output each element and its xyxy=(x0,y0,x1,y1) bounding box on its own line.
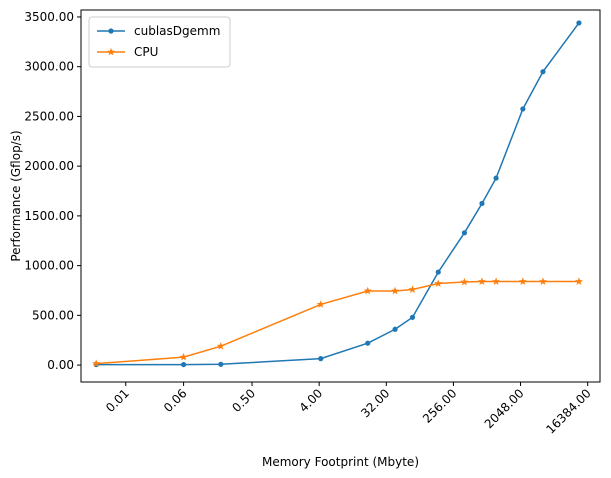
y-tick-label: 2000.00 xyxy=(24,159,74,173)
data-point xyxy=(574,277,583,285)
y-tick-label: 3500.00 xyxy=(24,10,74,24)
series-layer xyxy=(92,20,583,368)
x-tick-label: 2048.00 xyxy=(482,386,527,431)
legend-marker xyxy=(107,47,115,56)
series-cublasdgemm xyxy=(93,20,582,368)
data-point xyxy=(493,175,499,181)
y-tick-label: 0.00 xyxy=(47,358,74,372)
legend: cublasDgemm CPU xyxy=(88,16,231,68)
legend-box xyxy=(88,16,231,68)
data-point xyxy=(179,352,188,361)
data-point xyxy=(408,285,417,293)
data-point xyxy=(540,69,546,75)
data-point xyxy=(492,277,501,285)
data-point xyxy=(392,326,398,332)
data-point xyxy=(477,277,486,285)
legend-label: CPU xyxy=(134,45,158,59)
y-tick-label: 1000.00 xyxy=(24,259,74,273)
data-point xyxy=(576,20,582,26)
data-point xyxy=(218,361,224,367)
x-axis-label: Memory Footprint (Mbyte) xyxy=(262,455,419,469)
data-point xyxy=(365,340,371,346)
y-axis-ticks: 0.00 500.00 1000.00 1500.00 2000.00 2500.00 30… xyxy=(24,10,81,372)
data-point xyxy=(318,356,324,362)
x-tick-label: 256.00 xyxy=(420,386,460,426)
x-axis-ticks: 0.01 0.06 0.50 4.00 32.00 256.00 2048.00 16384.… xyxy=(103,382,594,437)
series-line xyxy=(96,280,579,365)
data-point xyxy=(435,269,441,275)
y-tick-label: 2500.00 xyxy=(24,109,74,123)
x-tick-label: 4.00 xyxy=(296,386,325,415)
data-point xyxy=(434,279,443,287)
legend-item-cublasdgemm: cublasDgemm xyxy=(97,24,220,38)
y-tick-label: 1500.00 xyxy=(24,209,74,223)
legend-label: cublasDgemm xyxy=(134,24,220,38)
legend-item-cpu: CPU xyxy=(97,45,158,59)
series-cpu xyxy=(92,277,583,367)
x-tick-label: 0.06 xyxy=(161,386,190,415)
y-tick-label: 3000.00 xyxy=(24,60,74,74)
x-tick-label: 0.50 xyxy=(229,386,258,415)
data-point xyxy=(460,277,469,286)
data-point xyxy=(538,277,547,285)
data-point xyxy=(216,341,225,350)
data-point xyxy=(316,300,325,308)
y-tick-label: 500.00 xyxy=(32,308,74,322)
axes-frame xyxy=(80,9,601,383)
data-point xyxy=(92,359,101,367)
data-point xyxy=(363,286,372,295)
data-point xyxy=(461,230,468,236)
data-point xyxy=(479,200,485,207)
legend-marker xyxy=(108,28,114,34)
x-tick-label: 0.01 xyxy=(103,386,132,415)
data-point xyxy=(180,361,187,368)
data-point xyxy=(518,277,527,285)
data-point xyxy=(409,314,416,320)
data-point xyxy=(520,106,526,112)
x-tick-label: 16384.00 xyxy=(543,386,593,436)
data-point xyxy=(391,286,400,295)
y-axis-label: Performance (Gflop/s) xyxy=(9,130,23,261)
x-tick-label: 32.00 xyxy=(358,386,392,420)
series-line xyxy=(96,22,580,366)
